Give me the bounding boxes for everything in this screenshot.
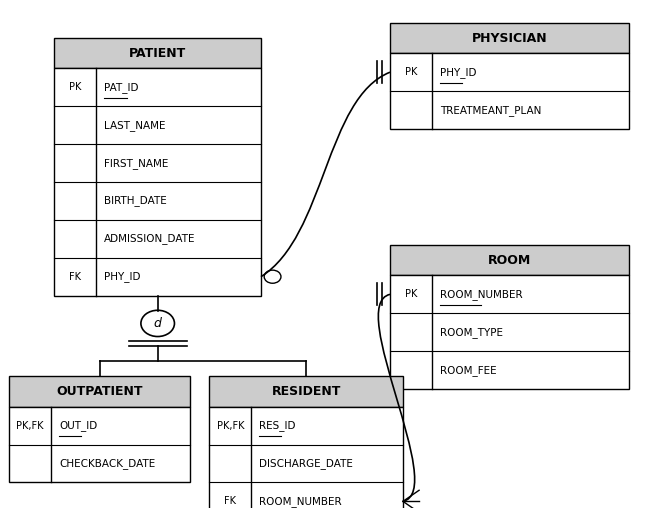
Text: PAT_ID: PAT_ID [104, 82, 139, 93]
Text: ROOM: ROOM [488, 254, 531, 267]
Text: FIRST_NAME: FIRST_NAME [104, 157, 169, 169]
Bar [55, 38, 261, 68]
Text: PATIENT: PATIENT [129, 47, 186, 60]
Text: PHY_ID: PHY_ID [104, 271, 141, 282]
Bar [210, 377, 403, 407]
Text: OUT_ID: OUT_ID [59, 420, 97, 431]
Bar [9, 377, 190, 407]
Text: CHECKBACK_DATE: CHECKBACK_DATE [59, 458, 155, 469]
Text: RESIDENT: RESIDENT [271, 385, 341, 398]
Text: ROOM_FEE: ROOM_FEE [439, 365, 496, 376]
Text: PK: PK [69, 82, 81, 92]
Text: d: d [154, 317, 161, 330]
Bar [55, 68, 261, 296]
Bar [390, 23, 629, 53]
Text: RES_ID: RES_ID [259, 420, 296, 431]
Text: ADMISSION_DATE: ADMISSION_DATE [104, 234, 195, 244]
Text: PK,FK: PK,FK [16, 421, 44, 431]
Bar [9, 407, 190, 482]
Text: LAST_NAME: LAST_NAME [104, 120, 165, 131]
Text: ROOM_NUMBER: ROOM_NUMBER [259, 496, 342, 507]
Text: BIRTH_DATE: BIRTH_DATE [104, 196, 167, 206]
Text: PK,FK: PK,FK [217, 421, 244, 431]
Bar [390, 275, 629, 389]
Text: DISCHARGE_DATE: DISCHARGE_DATE [259, 458, 353, 469]
Text: FK: FK [225, 496, 236, 506]
Text: PK: PK [405, 289, 417, 299]
Text: PHYSICIAN: PHYSICIAN [471, 32, 547, 44]
Text: ROOM_NUMBER: ROOM_NUMBER [439, 289, 522, 300]
Bar [210, 407, 403, 511]
Bar [390, 245, 629, 275]
Text: ROOM_TYPE: ROOM_TYPE [439, 327, 503, 338]
Text: TREATMEANT_PLAN: TREATMEANT_PLAN [439, 105, 541, 115]
Text: PHY_ID: PHY_ID [439, 67, 477, 78]
Text: OUTPATIENT: OUTPATIENT [57, 385, 143, 398]
Bar [390, 53, 629, 129]
Text: FK: FK [70, 272, 81, 282]
Text: PK: PK [405, 67, 417, 77]
